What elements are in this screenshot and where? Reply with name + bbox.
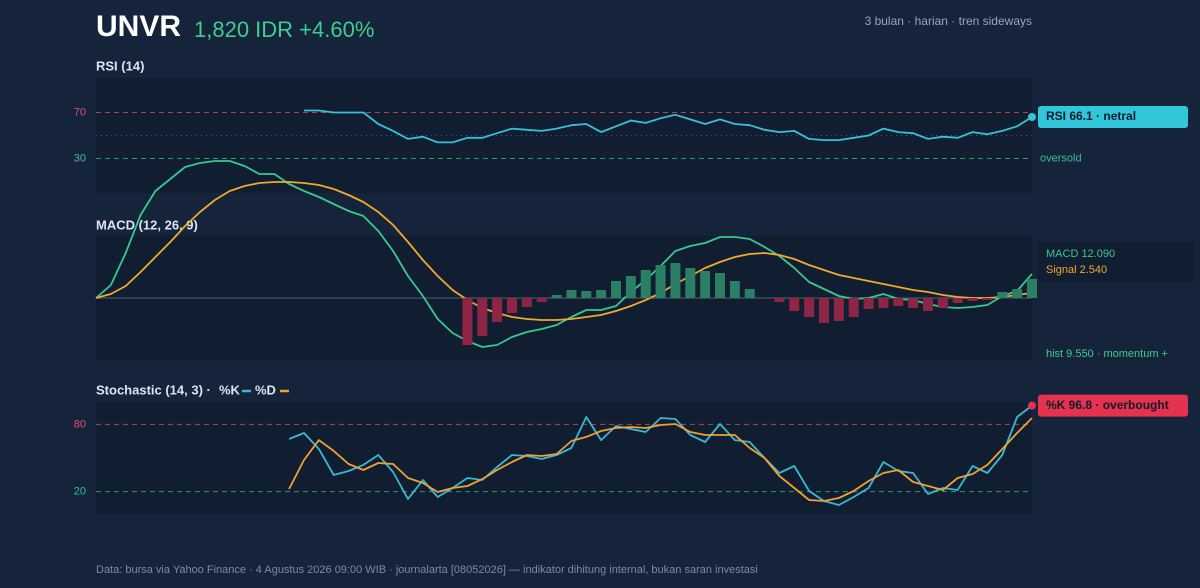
histogram-bar: [804, 298, 815, 317]
meta: 3 bulan · harian · tren sideways: [865, 14, 1032, 28]
histogram-bar: [715, 273, 725, 298]
histogram-bar: [700, 271, 711, 298]
series-line: [288, 417, 1033, 502]
histogram-bar: [848, 298, 859, 317]
panel-background: [96, 402, 1032, 514]
histogram-bar: [521, 298, 532, 307]
histogram-bar: [685, 268, 696, 298]
histogram-bar: [819, 298, 829, 323]
histogram-bar: [655, 265, 666, 298]
histogram-bar: [833, 298, 844, 321]
series-line: [95, 181, 1033, 321]
y-tick-label: 80: [74, 418, 86, 430]
histogram-bar: [729, 281, 740, 298]
histogram-bar: [744, 289, 755, 298]
panel-title: MACD (12, 26, 9): [96, 217, 198, 232]
histogram-bar: [477, 298, 488, 336]
histogram-bar: [462, 298, 473, 345]
annotation: oversold: [1040, 152, 1082, 164]
y-tick-label: 30: [74, 152, 86, 164]
histogram-bar: [536, 298, 547, 302]
histogram-bar: [997, 292, 1008, 298]
histogram-bar: [492, 298, 503, 322]
chart-layer: 30 70 RSI 66.1 · netral oversold MACD 12.090…: [74, 78, 1194, 514]
value-box: [1038, 242, 1194, 282]
histogram-bar: [625, 276, 636, 298]
legend-label: %D: [255, 382, 276, 397]
end-dot: [1028, 112, 1036, 121]
histogram-bar: [581, 291, 592, 298]
histogram-bar: [908, 298, 919, 308]
series-line: [95, 160, 1033, 348]
end-dot: [1028, 401, 1036, 410]
histogram-bar: [982, 298, 993, 300]
value-badge-text: %K 96.8 · overbought: [1046, 398, 1169, 412]
hist-label: hist 9.550 · momentum +: [1046, 348, 1168, 360]
y-tick-label: 20: [74, 486, 86, 498]
histogram-bar: [551, 295, 562, 298]
value-badge-text: RSI 66.1 · netral: [1046, 109, 1136, 123]
histogram-bar: [893, 298, 904, 306]
value-badge: [1038, 105, 1188, 128]
histogram-bar: [952, 298, 963, 303]
histogram-bar: [611, 281, 621, 298]
histogram-bar: [789, 298, 800, 311]
histogram-bar: [596, 290, 607, 298]
histogram-bar: [566, 290, 577, 298]
histogram-bar: [774, 298, 785, 302]
histogram-bar: [863, 298, 874, 309]
panel-title: Stochastic (14, 3) ·: [96, 382, 211, 397]
histogram-bar: [1027, 278, 1037, 298]
series-line: [288, 404, 1033, 506]
value-label: MACD 12.090: [1046, 248, 1115, 260]
histogram-bar: [878, 298, 889, 308]
histogram-bar: [640, 270, 651, 298]
series-line: [304, 109, 1033, 144]
histogram-bar: [967, 298, 978, 301]
histogram-bar: [937, 298, 948, 308]
value-badge: [1038, 394, 1188, 417]
histogram-bar: [1012, 289, 1023, 298]
histogram-bar: [670, 263, 681, 298]
legend-label: %K: [219, 382, 241, 397]
histogram-bar: [507, 298, 517, 313]
y-tick-label: 70: [74, 106, 86, 118]
footer: Data: bursa via Yahoo Finance · 4 Agustu…: [96, 564, 758, 576]
quote: 1,820 IDR +4.60%: [194, 17, 374, 42]
panel-title: RSI (14): [96, 58, 144, 73]
histogram-bar: [923, 298, 933, 311]
value-label: Signal 2.540: [1046, 264, 1107, 276]
ticker: UNVR: [96, 10, 181, 43]
